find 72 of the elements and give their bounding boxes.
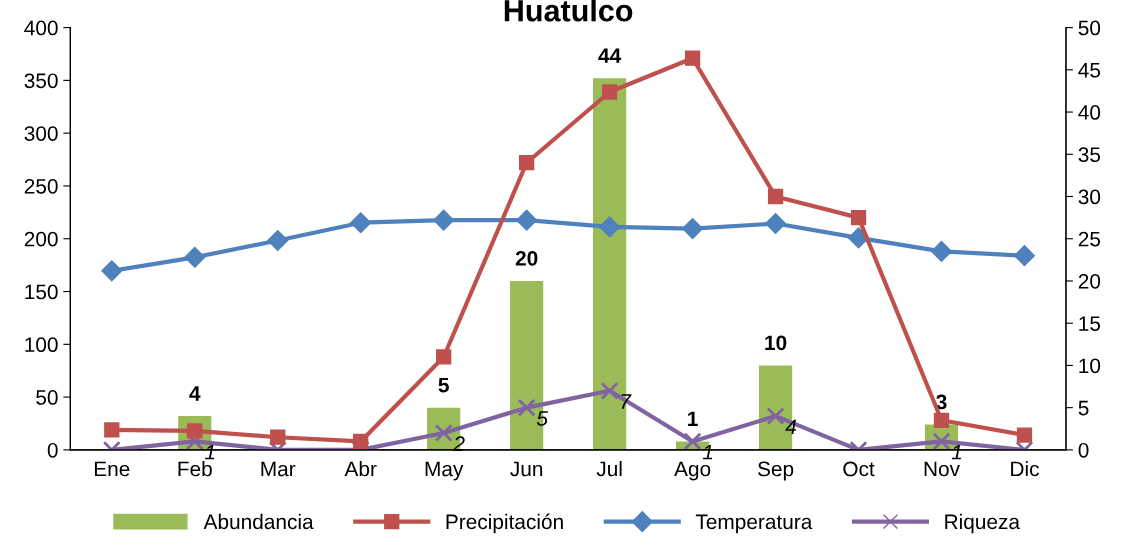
y2-tick-label: 10	[1079, 358, 1101, 374]
x-tick-label: Nov	[924, 461, 960, 477]
point	[350, 212, 372, 234]
y-tick-label: 100	[25, 337, 58, 353]
data-label: 10	[765, 335, 787, 351]
x-tick-label: Ago	[674, 461, 711, 481]
data-label: 7	[621, 394, 632, 409]
point	[933, 412, 950, 428]
data-label: 20	[515, 250, 538, 266]
y2-tick-label: 5	[1078, 400, 1089, 416]
x-tick-label: Mar	[261, 461, 296, 477]
y-tick-label: 250	[24, 178, 58, 194]
x-tick-label: Sep	[757, 461, 794, 481]
point	[104, 422, 120, 438]
y2-tick-label: 25	[1078, 231, 1101, 247]
y-tick-label: 50	[36, 390, 58, 405]
x-tick-label: May	[425, 461, 464, 481]
y-tick-label: 400	[24, 20, 58, 36]
point	[516, 209, 538, 231]
x-tick-label: Dic	[1011, 460, 1039, 477]
y2-tick-label: 0	[1078, 442, 1089, 458]
data-label: 1	[688, 411, 698, 426]
y2-tick-label: 45	[1078, 63, 1101, 78]
chart-title: Huatulco	[504, 0, 633, 22]
point	[682, 218, 704, 240]
data-label: 4	[189, 386, 201, 401]
legend-label: Riqueza	[945, 513, 1021, 534]
point	[184, 246, 206, 268]
point	[436, 349, 452, 365]
point	[683, 432, 702, 450]
point	[353, 433, 369, 450]
legend-label: Temperatura	[695, 514, 813, 534]
x-tick-label: Abr	[344, 460, 377, 477]
point	[765, 213, 787, 235]
y-tick-label: 0	[47, 442, 58, 458]
point	[519, 155, 535, 171]
point	[101, 260, 123, 282]
x-tick-label: Ene	[94, 461, 130, 477]
data-label: 3	[936, 394, 947, 410]
point	[850, 209, 867, 226]
point	[1013, 245, 1035, 267]
data-label: 4	[785, 419, 797, 434]
point	[267, 229, 289, 251]
y2-tick-label: 30	[1078, 189, 1101, 205]
data-label: 5	[438, 377, 449, 393]
x-tick-label: Oct	[843, 461, 875, 477]
x-tick-label: Jul	[596, 460, 622, 477]
x-tick-label: Jun	[510, 461, 543, 477]
point	[684, 50, 701, 66]
point	[433, 209, 455, 231]
point	[270, 429, 286, 445]
y2-tick-label: 20	[1078, 273, 1101, 289]
point	[601, 84, 618, 100]
y2-tick-label: 50	[1078, 20, 1101, 36]
x-tick-label: Feb	[178, 460, 212, 477]
y-tick-label: 300	[24, 126, 58, 141]
y-tick-label: 200	[24, 231, 58, 247]
legend-label: Precipitación	[446, 513, 563, 534]
point	[599, 216, 621, 238]
y2-tick-label: 35	[1078, 147, 1101, 163]
point	[1016, 427, 1033, 443]
y2-tick-label: 15	[1079, 316, 1101, 331]
point	[600, 381, 619, 400]
point	[930, 240, 953, 262]
point	[517, 398, 536, 417]
legend-label: Abundancia	[203, 513, 314, 530]
y-tick-label: 150	[25, 284, 58, 300]
point	[767, 188, 784, 205]
data-label: 44	[598, 48, 622, 63]
point	[766, 407, 785, 426]
y-tick-label: 350	[24, 73, 58, 89]
y2-tick-label: 40	[1078, 105, 1101, 120]
